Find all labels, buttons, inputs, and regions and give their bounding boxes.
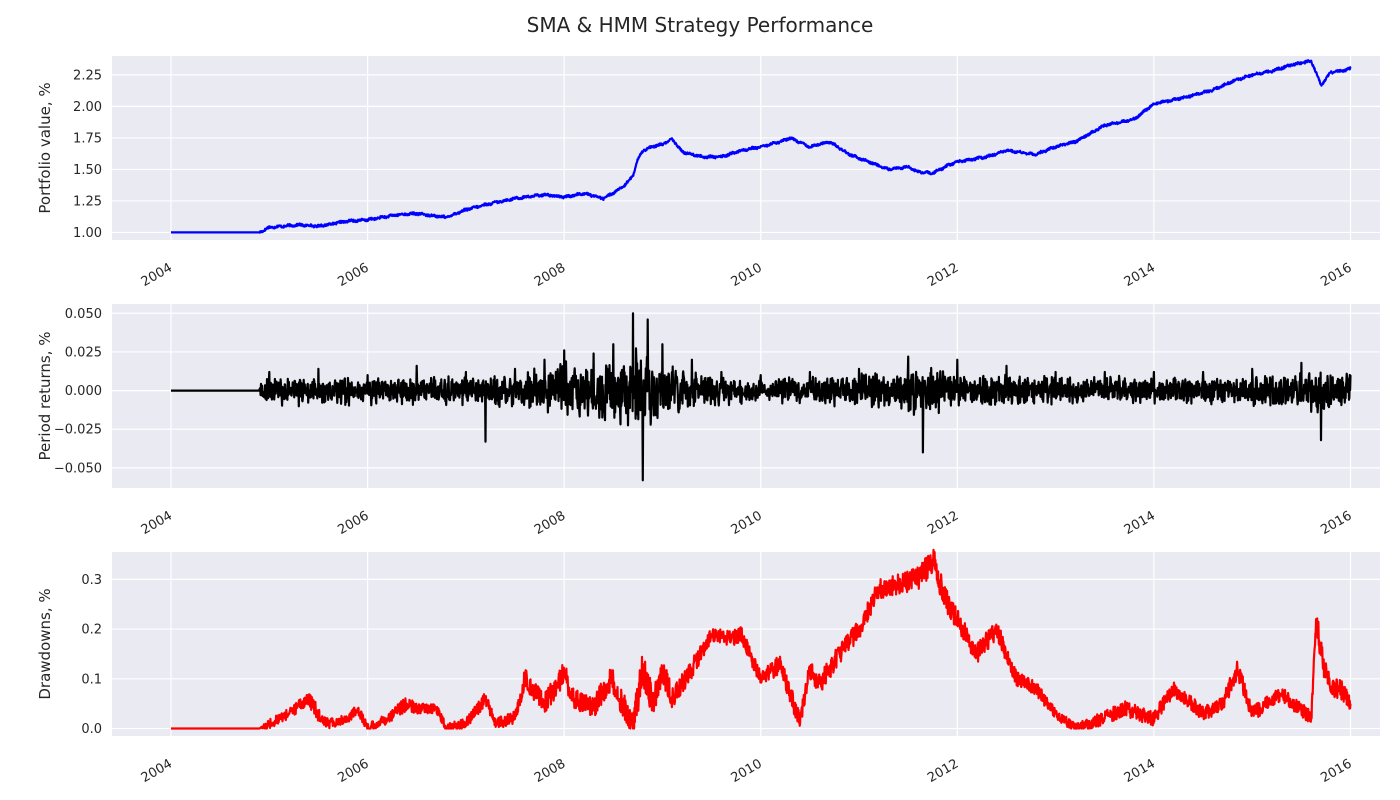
- drawdowns-series-line: [170, 548, 1352, 730]
- portfolio-series-line: [170, 59, 1352, 234]
- portfolio-ytick-label: 1.75: [73, 131, 102, 146]
- portfolio-ytick-label: 1.50: [73, 163, 102, 178]
- drawdowns-ytick-label: 0.2: [81, 623, 102, 638]
- returns-ytick-label: 0.000: [65, 384, 102, 399]
- drawdowns-ylabel: Drawdowns, %: [36, 588, 54, 699]
- portfolio-ytick-label: 1.00: [73, 226, 102, 241]
- portfolio-plot-area: [112, 56, 1380, 240]
- portfolio-ylabel: Portfolio value, %: [36, 82, 54, 213]
- portfolio-ytick-label: 2.00: [73, 100, 102, 115]
- drawdowns-ytick-label: 0.1: [81, 672, 102, 687]
- returns-ytick-label: 0.050: [65, 307, 102, 322]
- portfolio-ytick-label: 1.25: [73, 194, 102, 209]
- returns-ytick-label: −0.025: [54, 423, 102, 438]
- figure-title: SMA & HMM Strategy Performance: [527, 13, 874, 37]
- returns-ylabel: Period returns, %: [36, 331, 54, 460]
- returns-series-line: [170, 312, 1352, 482]
- returns-ytick-label: 0.025: [65, 345, 102, 360]
- returns-ytick-label: −0.050: [54, 461, 102, 476]
- portfolio-ytick-label: 2.25: [73, 68, 102, 83]
- drawdowns-ytick-label: 0.3: [81, 573, 102, 588]
- drawdowns-ytick-label: 0.0: [81, 722, 102, 737]
